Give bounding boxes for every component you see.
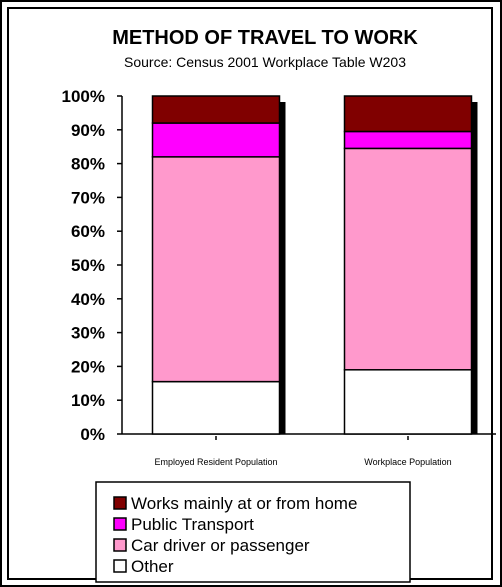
- y-tick-label: 70%: [71, 188, 105, 207]
- legend-swatch: [113, 496, 127, 510]
- chart-subtitle: Source: Census 2001 Workplace Table W203: [124, 54, 406, 70]
- y-tick-label: 0%: [80, 425, 105, 444]
- legend: Works mainly at or from home Public Trans…: [113, 494, 357, 576]
- legend-swatch: [113, 538, 127, 552]
- bar-segment: [343, 95, 473, 133]
- x-tick-label: Workplace Population: [364, 457, 451, 467]
- y-tick-label: 80%: [71, 155, 105, 174]
- y-tick-label: 40%: [71, 290, 105, 309]
- legend-box: [95, 481, 411, 583]
- legend-swatch: [113, 517, 127, 531]
- bar-segment: [151, 122, 281, 158]
- legend-label: Car driver or passenger: [131, 536, 310, 555]
- y-tick-label: 60%: [71, 222, 105, 241]
- x-tick-label: Employed Resident Population: [154, 457, 277, 467]
- y-tick-label: 90%: [71, 121, 105, 140]
- bar-segment: [343, 147, 473, 371]
- y-tick-label: 20%: [71, 357, 105, 376]
- bar-segment: [151, 156, 281, 383]
- y-tick-label: 50%: [71, 256, 105, 275]
- y-tick-label: 10%: [71, 391, 105, 410]
- legend-label: Other: [131, 557, 174, 576]
- legend-label: Works mainly at or from home: [131, 494, 357, 513]
- legend-label: Public Transport: [131, 515, 254, 534]
- y-tick-label: 100%: [62, 87, 105, 106]
- y-tick-label: 30%: [71, 324, 105, 343]
- chart-title: METHOD OF TRAVEL TO WORK: [112, 27, 418, 49]
- legend-swatch: [113, 559, 127, 573]
- bar-segment: [343, 130, 473, 150]
- plot-area: 0% 10% 20% 30% 40% 50% 60% 70% 80% 90% 100% Employe…: [62, 87, 496, 467]
- bar-segment: [151, 95, 281, 124]
- bar-segment: [343, 369, 473, 435]
- bar-segment: [151, 380, 281, 435]
